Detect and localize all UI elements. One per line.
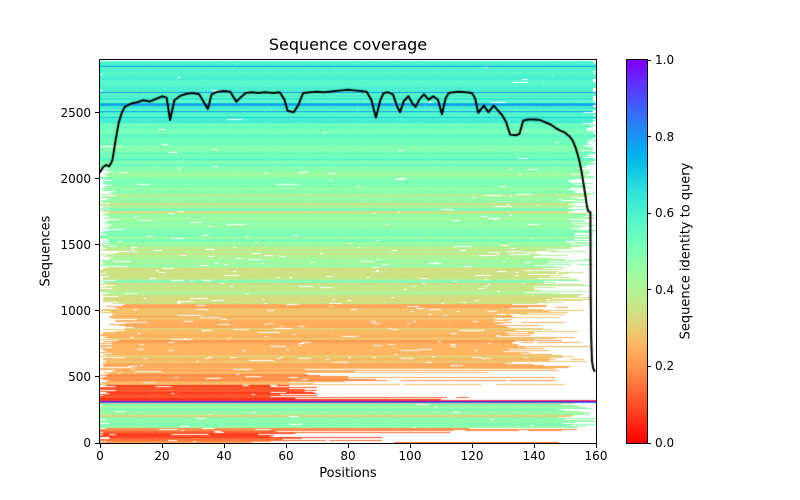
colorbar-tick-label: 0.4	[655, 282, 675, 297]
y-tick-label: 2500	[60, 105, 91, 120]
msa-heatmap-canvas	[100, 60, 596, 443]
x-tick-mark	[223, 444, 225, 448]
colorbar-tick-label: 0.2	[655, 359, 675, 374]
colorbar-gradient-canvas	[627, 60, 647, 443]
colorbar	[626, 59, 648, 444]
colorbar-tick-mark	[647, 59, 651, 61]
y-tick-mark	[95, 112, 99, 114]
x-tick-label: 20	[154, 449, 170, 463]
chart-title: Sequence coverage	[268, 35, 428, 54]
y-tick-mark	[95, 178, 99, 180]
colorbar-tick-mark	[647, 136, 651, 138]
plot-area	[99, 59, 597, 444]
y-tick-label: 0	[83, 436, 91, 450]
x-tick-mark	[285, 444, 287, 448]
y-tick-mark	[95, 244, 99, 246]
colorbar-tick-label: 1.0	[655, 53, 675, 67]
x-tick-label: 40	[216, 449, 232, 463]
x-tick-mark	[471, 444, 473, 448]
y-tick-label: 1500	[60, 237, 91, 252]
colorbar-tick-label: 0.0	[655, 436, 675, 450]
x-tick-mark	[595, 444, 597, 448]
x-tick-label: 140	[522, 449, 546, 463]
colorbar-tick-label: 0.8	[655, 129, 675, 144]
y-axis-label-text: Sequences	[38, 215, 54, 287]
colorbar-tick-label: 0.6	[655, 206, 675, 221]
y-tick-label: 2000	[60, 171, 91, 186]
colorbar-tick-mark	[647, 442, 651, 444]
x-tick-mark	[533, 444, 535, 448]
colorbar-tick-mark	[647, 289, 651, 291]
colorbar-tick-mark	[647, 212, 651, 214]
x-tick-label: 120	[460, 449, 484, 463]
x-tick-label: 0	[96, 449, 104, 463]
colorbar-label-text: Sequence identity to query	[678, 162, 694, 340]
x-tick-label: 80	[340, 449, 356, 463]
y-tick-label: 1000	[60, 303, 91, 318]
y-tick-mark	[95, 442, 99, 444]
x-tick-label: 60	[278, 449, 294, 463]
colorbar-tick-mark	[647, 365, 651, 367]
x-tick-label: 160	[584, 449, 608, 463]
y-tick-mark	[95, 310, 99, 312]
x-tick-label: 100	[398, 449, 422, 463]
x-tick-mark	[409, 444, 411, 448]
x-tick-mark	[99, 444, 101, 448]
x-tick-mark	[161, 444, 163, 448]
x-axis-label: Positions	[319, 466, 377, 481]
y-tick-label: 500	[68, 369, 91, 384]
y-tick-mark	[95, 376, 99, 378]
x-tick-mark	[347, 444, 349, 448]
